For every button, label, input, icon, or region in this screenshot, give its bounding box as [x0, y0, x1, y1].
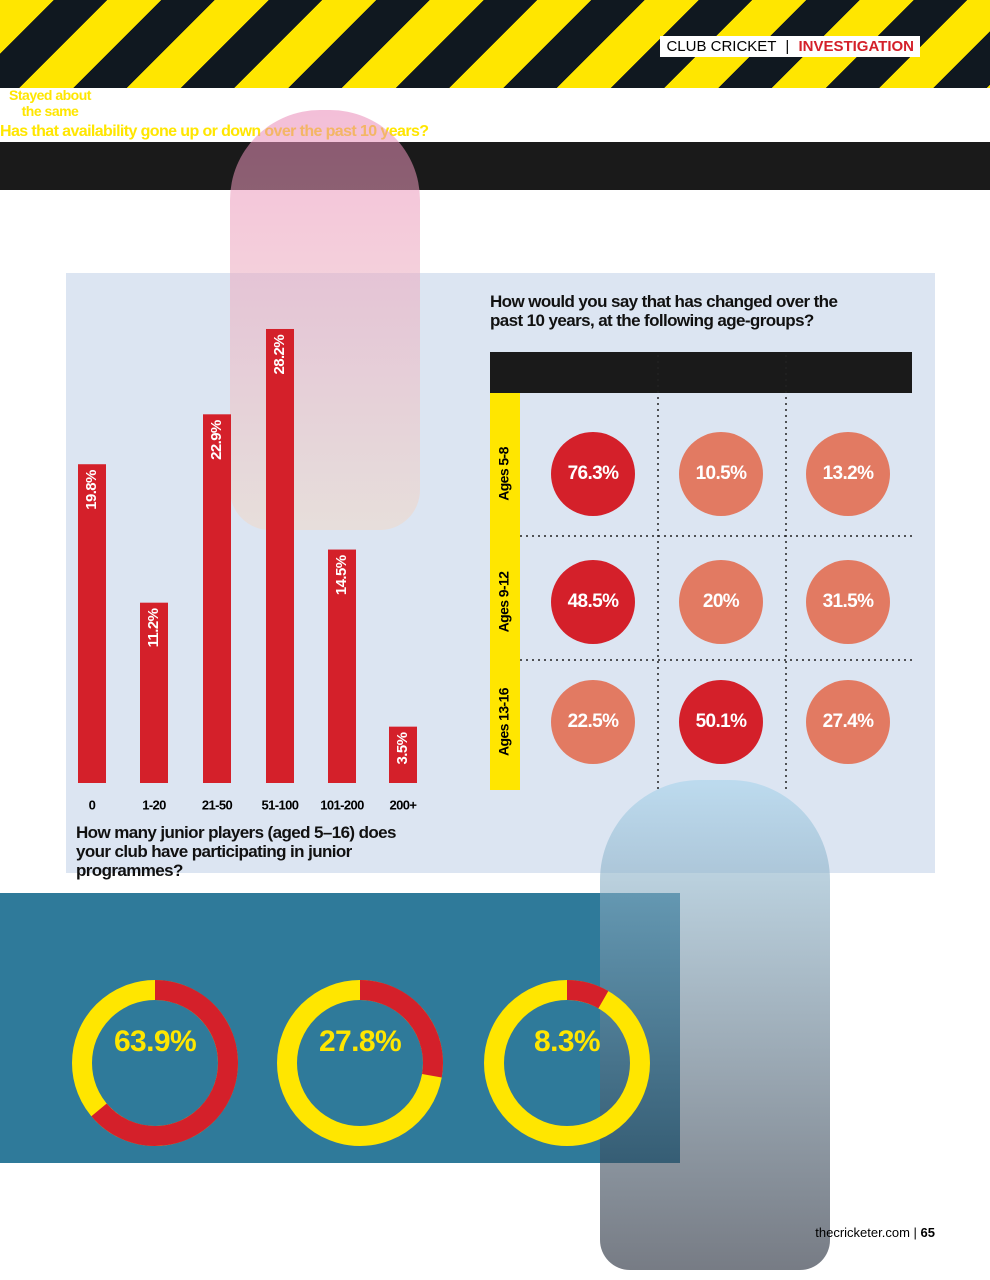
bar: [140, 602, 168, 783]
footer: thecricketer.com | 65: [815, 1225, 935, 1240]
bar: [203, 414, 231, 783]
value-circle: [679, 560, 763, 644]
value-label: 27.4%: [823, 711, 875, 732]
value-label: 48.5%: [568, 591, 620, 612]
value-circle: [551, 680, 635, 764]
section-label: CLUB CRICKET: [666, 38, 777, 55]
value-label: 20%: [703, 591, 740, 612]
x-tick-label: 0: [89, 797, 96, 812]
column-header: Stayed about the same: [9, 86, 91, 119]
donut-value: 8.3%: [534, 1025, 600, 1058]
bar-value-label: 11.2%: [145, 608, 162, 647]
bar-value-label: 22.9%: [208, 420, 225, 460]
value-label: 76.3%: [568, 463, 620, 484]
bar-value-label: 3.5%: [394, 732, 411, 764]
bar: [78, 464, 106, 783]
value-circle: [806, 680, 890, 764]
value-label: 31.5%: [823, 591, 875, 612]
value-circle: [679, 680, 763, 764]
donut-segment: [359, 980, 443, 1078]
value-label: 13.2%: [823, 463, 875, 484]
header-bar: [490, 352, 912, 393]
row-label: Ages 9-12: [496, 571, 512, 633]
bar: [266, 328, 294, 783]
black-band: [0, 142, 990, 190]
donut-rest: [484, 980, 650, 1146]
bar-value-label: 28.2%: [271, 335, 288, 375]
batter-photo: [230, 110, 420, 530]
topic-label: INVESTIGATION: [798, 38, 914, 55]
donut-segment: [91, 980, 238, 1146]
value-circle: [806, 432, 890, 516]
value-circle: [551, 560, 635, 644]
donut-value: 63.9%: [114, 1025, 196, 1058]
value-label: 50.1%: [696, 711, 748, 732]
value-circle: [551, 432, 635, 516]
value-circle: [679, 432, 763, 516]
value-circle: [806, 560, 890, 644]
x-tick-label: 101-200: [320, 797, 364, 812]
donut-label: Gone up: [18, 189, 72, 205]
section-tag: CLUB CRICKET | INVESTIGATION: [660, 36, 920, 57]
row-label: Ages 5-8: [496, 446, 512, 500]
row-label: Ages 13-16: [496, 687, 512, 756]
divider: |: [785, 38, 790, 55]
value-label: 10.5%: [696, 463, 748, 484]
value-label: 22.5%: [568, 711, 620, 732]
x-tick-label: 200+: [390, 797, 418, 812]
bar: [328, 549, 356, 783]
bar-value-label: 14.5%: [333, 555, 350, 595]
x-tick-label: 21-50: [202, 797, 233, 812]
site: thecricketer.com: [815, 1225, 910, 1240]
page-number: 65: [920, 1225, 935, 1240]
bar-value-label: 19.8%: [83, 470, 100, 510]
x-tick-label: 51-100: [262, 797, 299, 812]
matrix-question: How would you say that has changed over …: [490, 292, 838, 330]
x-tick-label: 1-20: [142, 797, 166, 812]
bar-question: How many junior players (aged 5–16) does…: [76, 823, 396, 880]
donut-value: 27.8%: [319, 1025, 401, 1058]
donut-segment: [566, 980, 609, 1009]
bar: [389, 726, 417, 783]
row-strip: [490, 393, 520, 790]
